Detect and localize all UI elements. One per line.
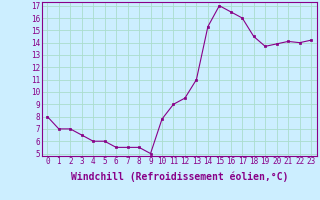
X-axis label: Windchill (Refroidissement éolien,°C): Windchill (Refroidissement éolien,°C) xyxy=(70,172,288,182)
